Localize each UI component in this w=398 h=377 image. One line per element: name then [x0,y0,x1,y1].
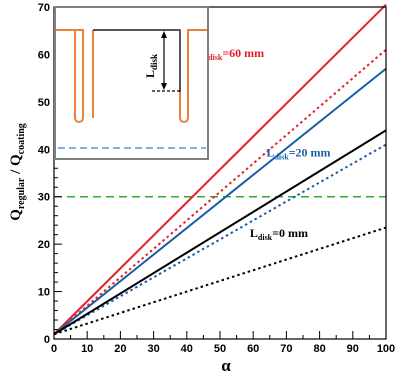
axes-layer: 0 10 20 30 40 50 60 70 80 90 100 0 10 20 30 40 50 60 70 [38,2,395,355]
x-tick-label-9: 90 [347,343,359,355]
x-tick-label-10: 100 [377,343,395,355]
x-tick-label-7: 70 [280,343,292,355]
x-tick-label-5: 50 [214,343,226,355]
x-tick-label-4: 40 [181,343,193,355]
series-layer [53,3,387,336]
series-line-0 [53,3,387,335]
inset-schematic: Ldisk [54,6,209,160]
x-tick-label-1: 10 [81,343,93,355]
inset-arrow-head-top [161,31,167,38]
y-tick-label-5: 50 [38,97,50,109]
x-tick-label-0: 0 [51,343,57,355]
annotation-2: Ldisk=0 mm [250,226,308,242]
series-line-2 [53,67,387,336]
inset-label: Ldisk [143,54,159,78]
x-tick-label-8: 80 [313,343,325,355]
annotation-1: Ldisk=20 mm [266,145,330,161]
series-line-4 [53,129,387,336]
inset-arrow-head-bottom [161,83,167,90]
inset-channel-profile [56,29,84,124]
x-tick-label-2: 20 [114,343,126,355]
inset-channel-profile-right [93,29,207,124]
y-tick-label-7: 70 [38,2,50,14]
y-axis-title: Qregular / Qcoating [8,123,27,221]
y-tick-label-3: 30 [38,192,50,204]
x-axis-title: α [221,356,231,375]
y-tick-label-1: 10 [38,287,50,299]
x-tick-label-6: 60 [247,343,259,355]
y-tick-label-2: 20 [38,239,50,251]
series-line-1 [53,48,387,336]
y-tick-label-0: 0 [44,334,50,346]
y-tick-label-4: 40 [38,144,50,156]
x-tick-label-3: 30 [147,343,159,355]
y-tick-label-6: 60 [38,49,50,61]
inset-frame [54,6,209,160]
